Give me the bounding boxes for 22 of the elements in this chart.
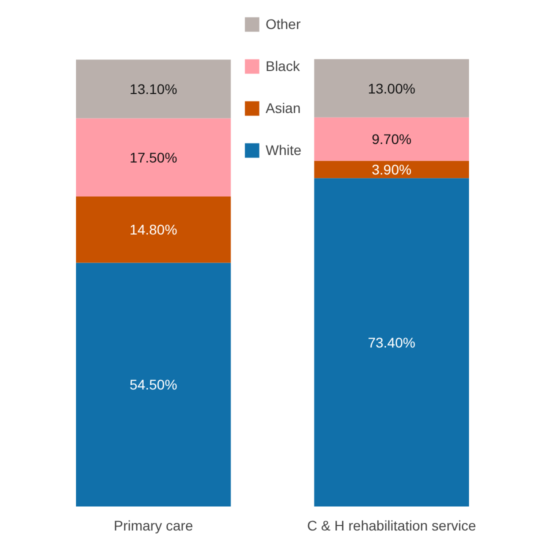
data-label: 13.10% [130, 80, 178, 97]
legend-label: Black [266, 58, 300, 74]
bar [314, 59, 469, 118]
legend-label: White [266, 142, 302, 158]
bar [314, 160, 469, 178]
x-tick-label: C & H rehabilitation service [307, 518, 476, 534]
legend-label: Other [266, 16, 301, 32]
data-label: 17.50% [130, 149, 178, 166]
legend-label: Asian [266, 100, 301, 116]
x-tick-label: Primary care [114, 518, 194, 534]
bar [314, 178, 469, 506]
data-label: 13.00% [368, 80, 416, 96]
data-label: 3.90% [372, 161, 412, 178]
data-label: 54.50% [130, 376, 178, 393]
bar [314, 117, 469, 161]
data-label: 14.80% [130, 222, 178, 238]
bar [76, 196, 231, 263]
data-label: 9.70% [372, 131, 412, 148]
bar [76, 118, 231, 197]
data-label: 73.40% [368, 334, 416, 350]
bar [76, 262, 231, 506]
bar [76, 60, 231, 118]
